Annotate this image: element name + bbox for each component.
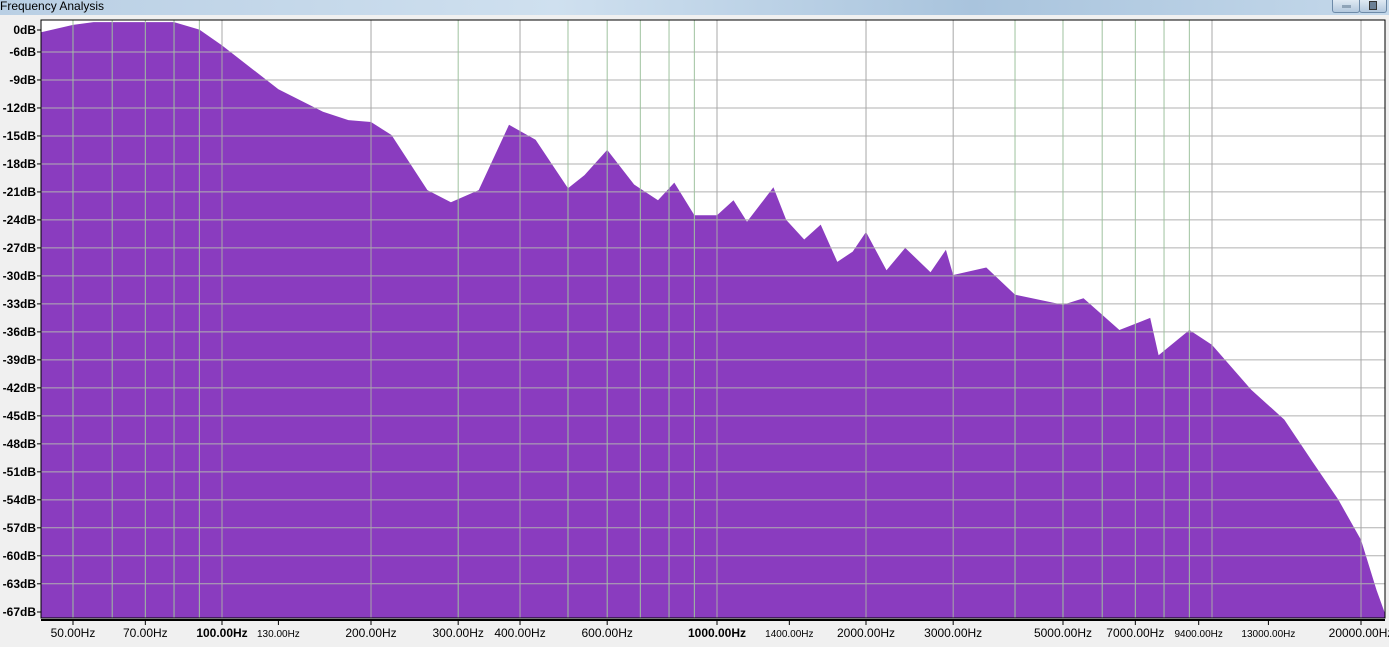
y-tick-label: -36dB [3, 325, 37, 339]
y-tick-label: -27dB [3, 241, 37, 255]
y-tick-label: -54dB [3, 493, 37, 507]
y-tick-label: -42dB [3, 381, 37, 395]
plot-border [40, 19, 1386, 619]
y-tick-label: -45dB [3, 409, 37, 423]
x-tick-label: 5000.00Hz [1034, 626, 1092, 640]
title-bar: Frequency Analysis [0, 0, 1389, 15]
x-tick-label: 1400.00Hz [765, 629, 813, 640]
y-tick-label: -30dB [3, 269, 37, 283]
x-tick-label: 3000.00Hz [924, 626, 982, 640]
minimize-icon [1342, 5, 1351, 8]
x-tick-label: 13000.00Hz [1241, 629, 1295, 640]
y-tick-label: -15dB [3, 129, 37, 143]
y-tick-label: -21dB [3, 185, 37, 199]
x-tick-label: 9400.00Hz [1175, 629, 1223, 640]
y-tick-label: -57dB [3, 521, 37, 535]
maximize-icon [1369, 1, 1377, 10]
x-tick-label: 20000.00Hz [1329, 626, 1389, 640]
spectrum-area [40, 22, 1386, 619]
y-tick-label: 0dB [13, 23, 36, 37]
x-tick-label: 7000.00Hz [1106, 626, 1164, 640]
x-tick-label: 1000.00Hz [688, 626, 746, 640]
x-tick-label: 130.00Hz [257, 629, 300, 640]
y-tick-label: -18dB [3, 157, 37, 171]
x-tick-label: 50.00Hz [51, 626, 96, 640]
x-tick-label: 400.00Hz [494, 626, 545, 640]
maximize-button[interactable] [1359, 0, 1387, 13]
x-tick-label: 200.00Hz [345, 626, 396, 640]
y-tick-label: -24dB [3, 213, 37, 227]
y-tick-label: -39dB [3, 353, 37, 367]
y-tick-label: -67dB [3, 605, 37, 619]
x-tick-label: 100.00Hz [196, 626, 247, 640]
y-tick-label: -6dB [9, 45, 36, 59]
y-tick-label: -63dB [3, 577, 37, 591]
y-tick-label: -48dB [3, 437, 37, 451]
x-tick-label: 2000.00Hz [837, 626, 895, 640]
y-tick-label: -60dB [3, 549, 37, 563]
x-tick-label: 300.00Hz [432, 626, 483, 640]
y-tick-label: -33dB [3, 297, 37, 311]
x-tick-label: 70.00Hz [123, 626, 168, 640]
y-tick-label: -9dB [9, 73, 36, 87]
x-tick-label: 600.00Hz [581, 626, 632, 640]
y-tick-label: -12dB [3, 101, 37, 115]
window-title: Frequency Analysis [0, 0, 105, 13]
y-tick-label: -51dB [3, 465, 37, 479]
